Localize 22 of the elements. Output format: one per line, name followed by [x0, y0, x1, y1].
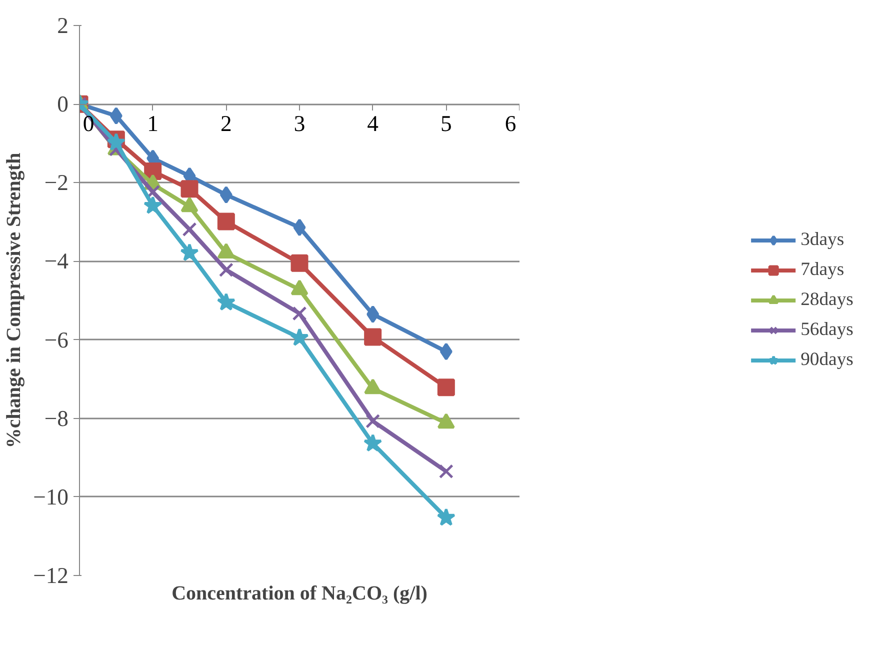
x-tick-label: 0	[82, 111, 94, 136]
x-tick-label: 1	[147, 111, 158, 136]
legend-label: 3days	[800, 229, 844, 251]
x-tick-label: 3	[294, 111, 306, 136]
x-tick-label: 4	[367, 111, 378, 136]
y-tick-label: −6	[44, 327, 69, 352]
y-axis-title: %change in Compressive Strength	[3, 152, 26, 448]
x-tick-label: 5	[440, 111, 452, 136]
legend-label: 56days	[800, 319, 854, 341]
y-tick-label: 0	[57, 92, 68, 117]
x-tick-label: 2	[220, 111, 232, 136]
y-tick-label: −4	[44, 248, 69, 274]
y-tick-label: −10	[33, 484, 69, 510]
y-tick-label: 2	[57, 13, 68, 38]
x-tick-label: 6	[504, 111, 516, 136]
y-tick-label: −12	[33, 563, 69, 588]
legend-label: 7days	[800, 259, 844, 281]
legend-label: 28days	[800, 289, 854, 311]
legend-label: 90days	[800, 349, 854, 371]
y-tick-label: −8	[44, 406, 69, 431]
y-tick-label: −2	[44, 170, 69, 196]
x-axis-title: Concentration of Na₂CO₃ (g/l)	[172, 582, 428, 604]
